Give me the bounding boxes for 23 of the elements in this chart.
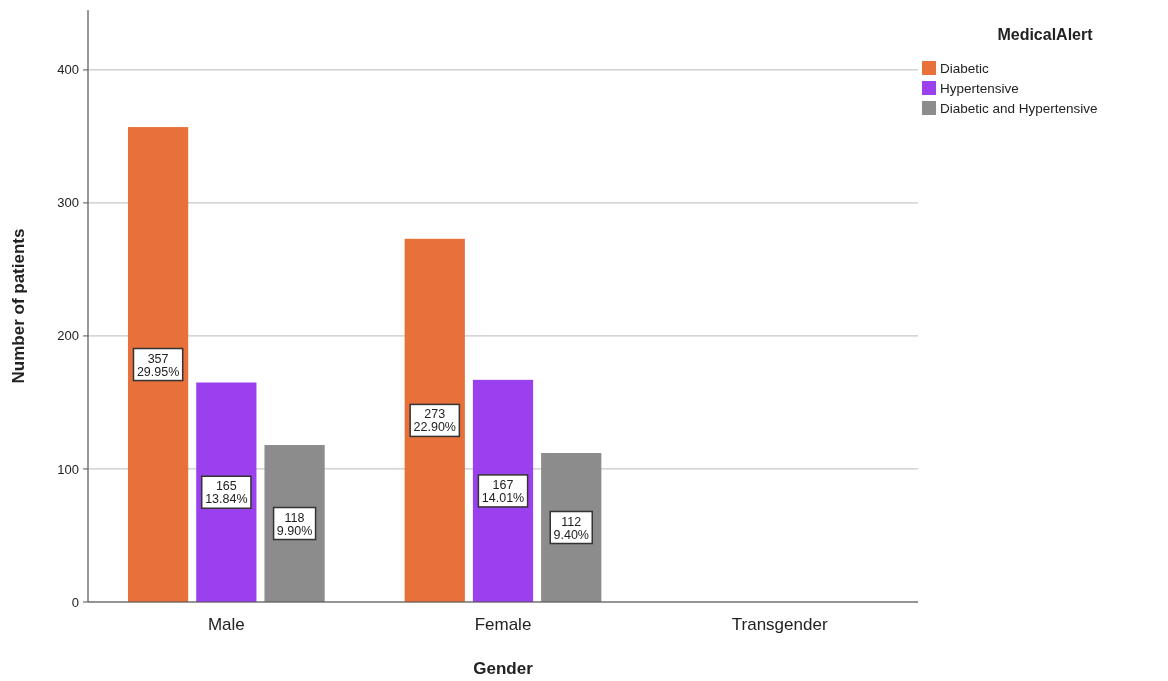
x-tick-label: Female xyxy=(474,615,532,634)
y-tick-label: 0 xyxy=(71,594,79,610)
y-tick-label: 200 xyxy=(57,328,79,344)
bar xyxy=(404,238,465,602)
y-tick-label: 100 xyxy=(57,461,79,477)
legend-title: MedicalAlert xyxy=(997,26,1094,43)
data-label: 357 29.95% xyxy=(136,351,180,379)
data-label: 167 14.01% xyxy=(481,477,525,505)
bar xyxy=(127,127,189,602)
legend-label: Hypertensive xyxy=(940,80,1019,96)
data-label: 165 13.84% xyxy=(205,479,248,507)
y-tick-label: 400 xyxy=(57,62,79,78)
legend-label: Diabetic xyxy=(940,60,990,76)
y-axis-title: Number of patients xyxy=(9,228,28,384)
bar xyxy=(196,382,257,602)
data-label: 118 9.90% xyxy=(276,510,313,538)
legend-label: Diabetic and Hypertensive xyxy=(940,100,1098,116)
x-tick-label: Male xyxy=(207,615,245,634)
data-label: 273 22.90% xyxy=(413,407,456,435)
y-tick-label: 300 xyxy=(57,195,79,211)
data-label: 112 9.40% xyxy=(553,514,589,542)
x-axis-title: Gender xyxy=(473,659,534,678)
x-tick-label: Transgender xyxy=(731,615,828,634)
